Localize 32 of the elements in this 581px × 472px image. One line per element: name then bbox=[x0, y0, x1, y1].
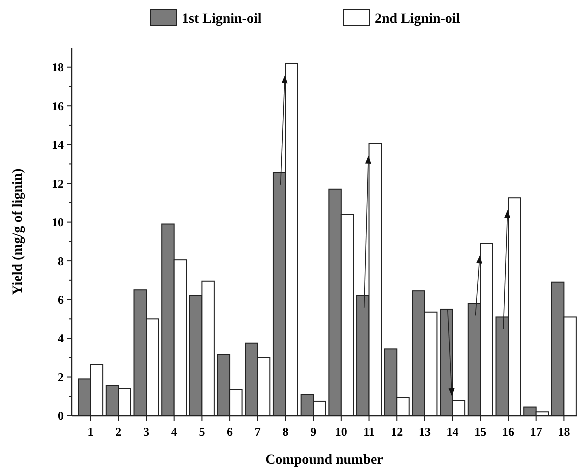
y-tick-label: 0 bbox=[58, 409, 64, 424]
y-axis-title: Yield (mg/g of lignin) bbox=[11, 168, 26, 296]
x-tick-label: 10 bbox=[335, 425, 348, 439]
legend-label: 1st Lignin-oil bbox=[182, 12, 262, 27]
x-tick-label: 13 bbox=[418, 425, 431, 439]
x-axis-title: Compound number bbox=[266, 453, 384, 468]
x-tick-label: 14 bbox=[446, 425, 459, 439]
x-tick-label: 18 bbox=[558, 425, 570, 439]
x-tick-label: 16 bbox=[502, 425, 514, 439]
x-tick-label: 7 bbox=[254, 425, 261, 439]
x-tick-label: 17 bbox=[530, 425, 542, 439]
x-tick-label: 4 bbox=[171, 425, 178, 439]
legend-label: 2nd Lignin-oil bbox=[375, 12, 460, 27]
x-tick-label: 5 bbox=[199, 425, 206, 439]
x-tick-label: 12 bbox=[391, 425, 404, 439]
x-tick-label: 2 bbox=[116, 425, 122, 439]
x-tick-label: 6 bbox=[227, 425, 234, 439]
y-tick-label: 6 bbox=[58, 292, 64, 307]
y-tick-label: 4 bbox=[58, 332, 64, 346]
y-tick-label: 2 bbox=[58, 370, 64, 384]
y-tick-label: 10 bbox=[52, 216, 64, 230]
x-tick-label: 1 bbox=[88, 425, 94, 439]
x-tick-label: 11 bbox=[364, 425, 375, 439]
y-tick-label: 8 bbox=[58, 254, 64, 268]
x-tick-label: 9 bbox=[310, 425, 317, 439]
x-tick-label: 3 bbox=[144, 425, 150, 439]
x-tick-label: 15 bbox=[474, 425, 487, 439]
y-tick-label: 18 bbox=[52, 60, 64, 75]
y-tick-label: 16 bbox=[52, 99, 64, 114]
y-tick-label: 12 bbox=[52, 176, 64, 191]
x-tick-label: 8 bbox=[282, 425, 289, 439]
y-tick-label: 14 bbox=[52, 138, 64, 152]
